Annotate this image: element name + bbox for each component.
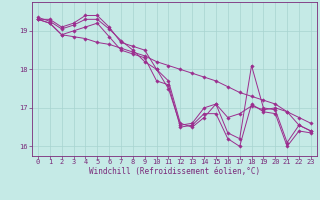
X-axis label: Windchill (Refroidissement éolien,°C): Windchill (Refroidissement éolien,°C) — [89, 167, 260, 176]
